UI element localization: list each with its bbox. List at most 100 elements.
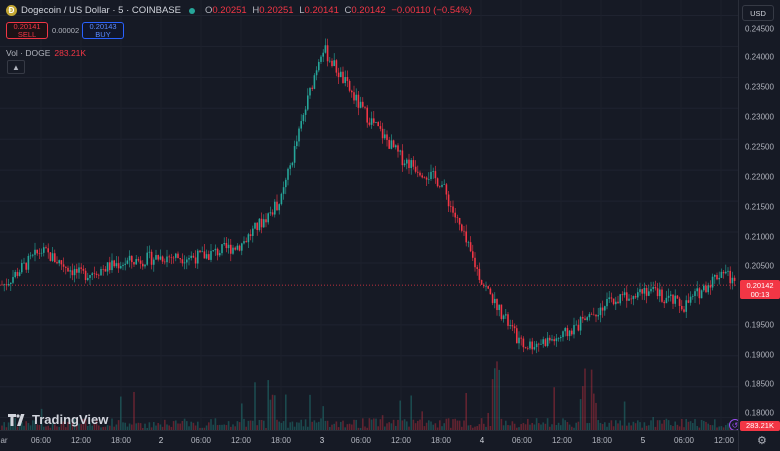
candle-body (120, 266, 122, 269)
candle-body (14, 271, 16, 278)
volume-bar (115, 424, 118, 430)
volume-bar (111, 418, 113, 430)
volume-bar (546, 418, 549, 430)
volume-bar (476, 426, 478, 430)
candle-body (370, 118, 373, 125)
volume-bar (95, 419, 98, 430)
volume-bar (21, 421, 23, 430)
candle-body (342, 71, 344, 84)
candle-body (733, 277, 736, 281)
candle-body (573, 325, 575, 335)
candle-body (412, 160, 415, 167)
buy-button[interactable]: 0.20143 BUY (82, 22, 124, 39)
collapse-legend-button[interactable]: ▲ (7, 60, 25, 74)
candle-body (340, 71, 342, 77)
time-tick: ar (0, 436, 8, 445)
volume-bar (612, 426, 615, 430)
volume-bar (223, 424, 225, 430)
candle-body (617, 301, 619, 304)
sell-button[interactable]: 0.20141 SELL (6, 22, 48, 39)
candle-body (531, 341, 533, 350)
volume-bar (271, 394, 274, 430)
volume-bar (674, 421, 676, 430)
candle-body (681, 305, 683, 310)
volume-bar (531, 422, 533, 430)
symbol-title[interactable]: Dogecoin / US Dollar · 5 · COINBASE (21, 5, 181, 16)
price-tick: 0.23500 (745, 82, 774, 92)
candle-body (243, 241, 245, 244)
candle-body (425, 177, 428, 180)
volume-bar (513, 423, 516, 430)
candle-body (551, 339, 553, 341)
candle-body (678, 298, 681, 306)
candle-body (91, 273, 93, 276)
volume-bar (428, 420, 430, 430)
volume-bar (373, 418, 375, 430)
candle-body (463, 230, 465, 232)
candle-body (535, 343, 538, 348)
volume-bar (214, 418, 217, 430)
candle-body (109, 262, 111, 271)
volume-bar (194, 425, 197, 430)
candle-body (588, 314, 591, 318)
candle-body (568, 330, 571, 337)
volume-bar (175, 420, 177, 430)
volume-bar (652, 417, 654, 430)
volume-bar (100, 427, 102, 430)
volume-bar (60, 423, 63, 430)
volume-bar (384, 426, 386, 430)
volume-bar (654, 426, 657, 430)
volume-bar (700, 419, 703, 430)
price-tick: 0.21000 (745, 232, 774, 242)
candle-body (298, 128, 300, 142)
change-value: −0.00110 (−0.54%) (391, 5, 472, 16)
candle-body (357, 94, 360, 108)
volume-bar (711, 425, 714, 430)
volume-bar (210, 419, 212, 430)
volume-bar (483, 423, 485, 430)
time-tick: 3 (319, 436, 325, 445)
volume-bar (278, 421, 280, 430)
volume-bar (452, 419, 454, 430)
volume-bar (144, 423, 146, 430)
candle-body (265, 219, 267, 223)
buy-label: BUY (95, 29, 111, 39)
candle-body (366, 107, 368, 123)
volume-bar (311, 421, 313, 430)
volume-bar (555, 424, 558, 430)
candle-body (307, 95, 309, 110)
volume-bar (645, 425, 648, 430)
volume-bar (392, 419, 395, 430)
candle-body (654, 287, 657, 289)
volume-bar (566, 422, 569, 430)
volume-bar (219, 424, 221, 430)
candle-body (205, 254, 208, 259)
settings-icon[interactable]: ⚙ (757, 435, 767, 447)
volume-bar (632, 421, 635, 430)
time-axis[interactable]: ar 06:00 12:00 18:00 2 06:00 12:00 18:00 3 06:00 1… (0, 430, 738, 451)
volume-bar (155, 425, 157, 430)
price-axis[interactable]: USD 0.24500 0.24000 0.23500 0.23000 0.22500 0… (738, 0, 780, 451)
candle-body (80, 267, 82, 269)
volume-bar (113, 426, 115, 430)
volume-bar (56, 426, 58, 430)
reset-icon: ↺ (731, 420, 739, 430)
currency-selector[interactable]: USD (742, 5, 774, 21)
volume-bar (586, 423, 588, 430)
volume-bar (434, 423, 437, 430)
candle-body (168, 256, 170, 258)
volume-bar (615, 420, 617, 430)
price-chart[interactable] (0, 0, 738, 430)
candle-body (188, 257, 190, 260)
volume-bar (663, 419, 665, 430)
candle-body (630, 298, 632, 300)
candle-body (557, 338, 560, 339)
volume-bar (608, 422, 610, 430)
candle-body (417, 171, 419, 173)
candle-body (111, 260, 113, 271)
candle-body (648, 291, 650, 296)
candle-body (645, 287, 648, 296)
volume-bar (524, 424, 527, 430)
volume-bar (177, 423, 179, 430)
volume-bar (722, 427, 725, 430)
